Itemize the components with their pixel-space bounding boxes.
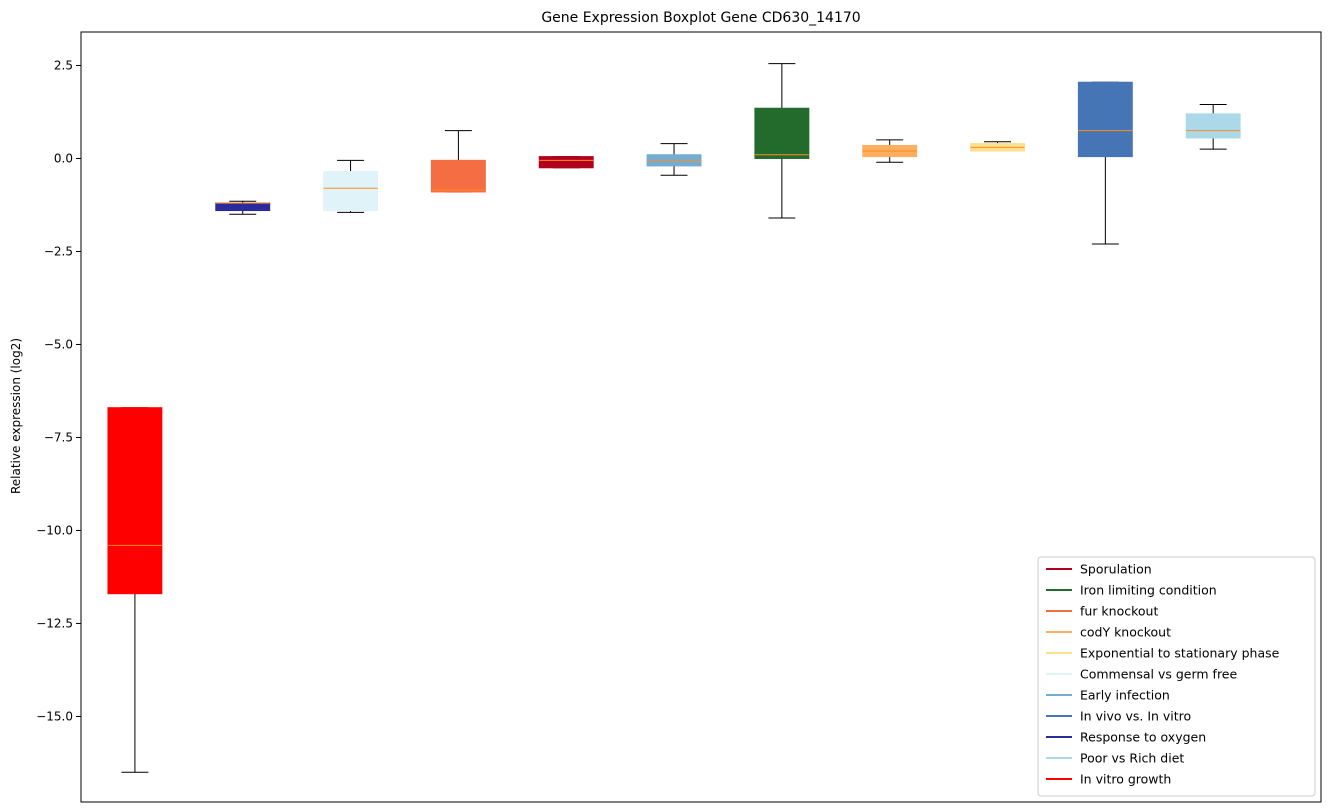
- box-sporulation: [538, 156, 594, 169]
- box-body: [1185, 113, 1241, 139]
- legend-label: Exponential to stationary phase: [1080, 646, 1280, 661]
- legend-label: In vitro growth: [1080, 772, 1171, 787]
- box-body: [1077, 81, 1133, 158]
- chart-title: Gene Expression Boxplot Gene CD630_14170: [541, 10, 860, 26]
- y-tick-label: −2.5: [44, 244, 73, 258]
- legend-label: codY knockout: [1080, 625, 1171, 640]
- box-early-infection: [646, 143, 702, 176]
- y-axis-label: Relative expression (log2): [9, 338, 23, 494]
- y-tick-label: −12.5: [36, 616, 73, 630]
- box-iron-limiting-condition: [754, 63, 810, 219]
- y-tick-label: 0.0: [54, 151, 73, 165]
- y-tick-label: −5.0: [44, 337, 73, 351]
- box-cody-knockout: [862, 139, 918, 163]
- legend-label: Early infection: [1080, 688, 1170, 703]
- box-fur-knockout: [430, 130, 486, 193]
- box-body: [754, 107, 810, 159]
- box-body: [430, 159, 486, 193]
- y-axis: 2.5 0.0 −2.5 −5.0 −7.5 −10.0 −12.5 −15.0: [36, 58, 81, 723]
- y-tick-label: −15.0: [36, 709, 73, 723]
- y-tick-label: −7.5: [44, 430, 73, 444]
- y-tick-label: 2.5: [54, 58, 73, 72]
- legend-label: Response to oxygen: [1080, 730, 1206, 745]
- y-tick-label: −10.0: [36, 523, 73, 537]
- legend-label: Poor vs Rich diet: [1080, 751, 1184, 766]
- box-body: [107, 407, 163, 595]
- box-in-vitro-growth: [107, 407, 163, 773]
- legend-label: Sporulation: [1080, 562, 1152, 577]
- legend-frame: [1037, 556, 1316, 797]
- box-commensal-vs-germ-free: [323, 159, 379, 213]
- box-in-vivo-vs-in-vitro: [1077, 81, 1133, 245]
- legend-label: Iron limiting condition: [1080, 583, 1217, 598]
- box-body: [215, 202, 271, 212]
- legend-label: fur knockout: [1080, 604, 1158, 619]
- box-body: [323, 170, 379, 212]
- box-poor-vs-rich-diet: [1185, 104, 1241, 150]
- box-exponential-to-stationary-phase: [970, 141, 1025, 152]
- box-body: [538, 156, 594, 169]
- boxes-layer: [107, 63, 1241, 773]
- box-response-to-oxygen: [215, 200, 271, 215]
- plot-area-frame: [80, 31, 1322, 803]
- legend-label: In vivo vs. In vitro: [1080, 709, 1191, 724]
- legend: Sporulation Iron limiting condition fur kn…: [1037, 556, 1316, 797]
- legend-label: Commensal vs germ free: [1080, 667, 1237, 682]
